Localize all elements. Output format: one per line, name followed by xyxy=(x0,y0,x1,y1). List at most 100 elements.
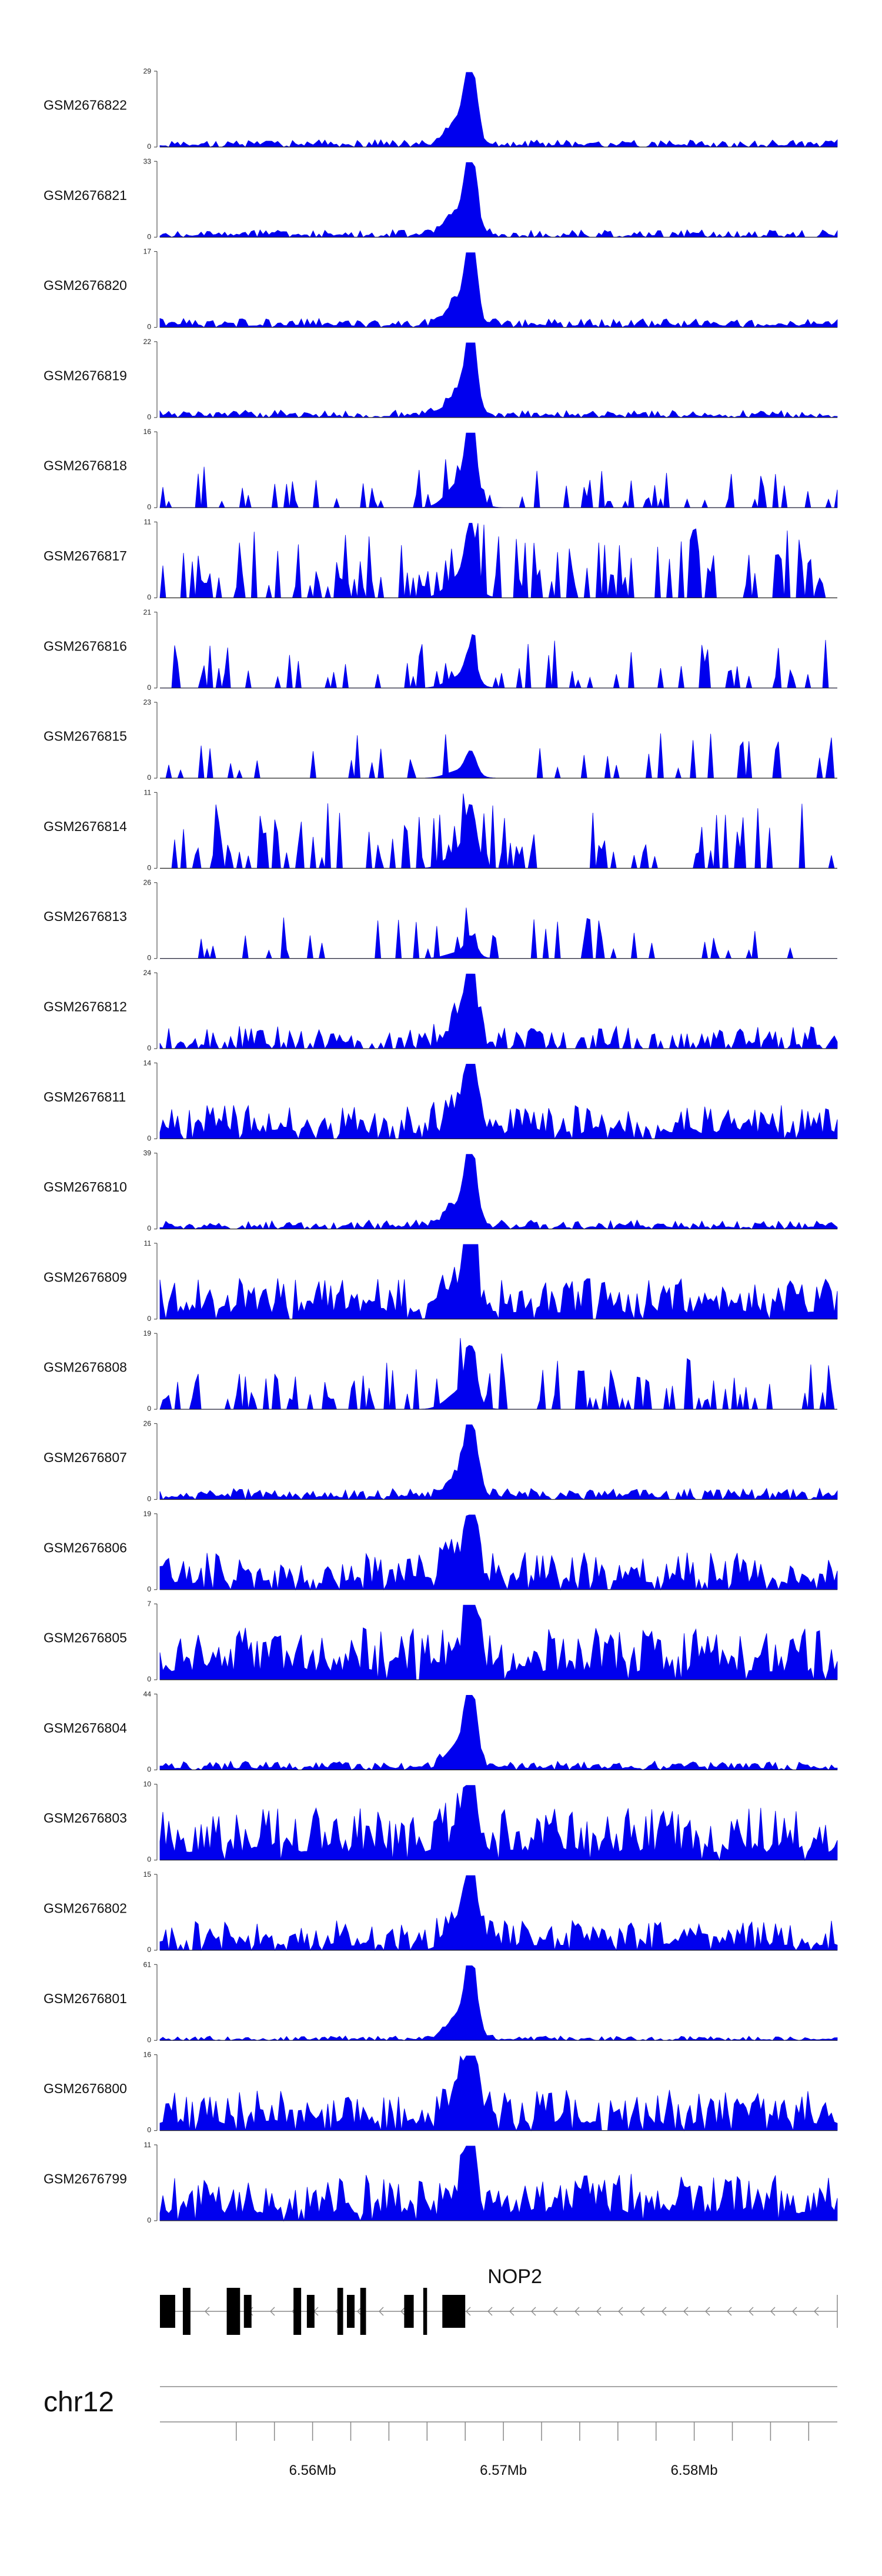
gene-exon xyxy=(226,2288,240,2335)
coverage-area xyxy=(159,1604,838,1681)
y-min-label: 0 xyxy=(147,954,151,962)
track-label: GSM2676821 xyxy=(44,188,127,203)
strand-arrow xyxy=(705,2307,710,2316)
coverage-track: GSM2676821 33 0 xyxy=(44,157,838,241)
coverage-track: GSM2676817 11 0 xyxy=(44,518,837,602)
y-min-label: 0 xyxy=(147,683,151,692)
y-max-label: 11 xyxy=(144,1239,152,1247)
coverage-track: GSM2676815 23 0 xyxy=(44,698,837,782)
track-label: GSM2676799 xyxy=(44,2171,127,2186)
y-min-label: 0 xyxy=(147,503,151,511)
genome-axis-tick-label: 6.57Mb xyxy=(480,2462,527,2478)
y-min-label: 0 xyxy=(147,323,151,331)
strand-arrow xyxy=(792,2307,797,2316)
y-max-label: 16 xyxy=(143,428,152,436)
strand-arrow xyxy=(509,2307,514,2316)
coverage-track: GSM2676822 29 0 xyxy=(44,67,838,151)
strand-arrow xyxy=(270,2307,275,2316)
coverage-area xyxy=(159,1338,837,1410)
y-min-label: 0 xyxy=(147,593,151,602)
y-max-label: 16 xyxy=(143,2051,152,2059)
strand-arrow xyxy=(400,2307,406,2316)
y-max-label: 14 xyxy=(143,1059,152,1067)
y-min-label: 0 xyxy=(147,232,151,241)
track-label: GSM2676805 xyxy=(44,1630,127,1646)
y-min-label: 0 xyxy=(147,1495,151,1503)
y-min-label: 0 xyxy=(147,1856,151,1864)
y-min-label: 0 xyxy=(147,1314,151,1323)
gene-exon xyxy=(293,2288,302,2335)
track-label: GSM2676813 xyxy=(44,909,127,924)
y-min-label: 0 xyxy=(147,2126,151,2134)
y-max-label: 11 xyxy=(144,788,152,796)
coverage-track: GSM2676820 17 0 xyxy=(44,248,838,331)
track-label: GSM2676806 xyxy=(44,1540,127,1555)
gene-exon xyxy=(360,2288,366,2335)
strand-arrow xyxy=(357,2307,362,2316)
track-label: GSM2676819 xyxy=(44,368,127,383)
y-max-label: 24 xyxy=(143,969,152,977)
gene-annotation-track: NOP2 xyxy=(160,2265,838,2335)
y-min-label: 0 xyxy=(147,1675,151,1683)
track-label: GSM2676801 xyxy=(44,1991,127,2006)
coverage-area xyxy=(159,2145,838,2222)
y-min-label: 0 xyxy=(147,1585,151,1593)
y-max-label: 26 xyxy=(143,1420,152,1428)
coverage-track: GSM2676804 44 0 xyxy=(44,1690,838,1773)
strand-arrow xyxy=(553,2307,558,2316)
strand-arrow xyxy=(640,2307,645,2316)
coverage-area xyxy=(159,1695,838,1771)
track-label: GSM2676802 xyxy=(44,1900,127,1916)
y-min-label: 0 xyxy=(147,1765,151,1773)
gene-exon xyxy=(243,2295,252,2328)
coverage-track: GSM2676810 39 0 xyxy=(44,1149,838,1233)
y-max-label: 15 xyxy=(143,1870,152,1878)
coverage-area xyxy=(159,973,838,1050)
coverage-track: GSM2676803 10 0 xyxy=(44,1780,838,1864)
genome-axis-tick-label: 6.58Mb xyxy=(671,2462,718,2478)
y-max-label: 19 xyxy=(143,1510,152,1518)
coverage-track: GSM2676800 16 0 xyxy=(44,2051,838,2134)
coverage-track: GSM2676818 16 0 xyxy=(44,428,838,511)
y-min-label: 0 xyxy=(147,1044,151,1052)
gene-name-label: NOP2 xyxy=(487,2265,542,2288)
coverage-area xyxy=(160,907,837,960)
strand-arrow xyxy=(466,2307,471,2316)
y-max-label: 33 xyxy=(143,157,152,165)
strand-arrow xyxy=(205,2307,210,2316)
strand-arrow xyxy=(379,2307,384,2316)
y-max-label: 44 xyxy=(143,1690,152,1698)
strand-arrow xyxy=(618,2307,623,2316)
gene-exon xyxy=(182,2288,191,2335)
coverage-area xyxy=(159,1965,838,2041)
track-label: GSM2676809 xyxy=(44,1269,127,1284)
gene-exon xyxy=(442,2295,466,2328)
gene-exon xyxy=(423,2288,427,2335)
gene-exon xyxy=(404,2295,414,2328)
y-max-label: 26 xyxy=(143,879,152,887)
gene-exon xyxy=(347,2295,355,2328)
strand-arrow xyxy=(574,2307,580,2316)
gene-exon xyxy=(337,2288,343,2335)
y-min-label: 0 xyxy=(147,1404,151,1413)
strand-arrow xyxy=(814,2307,819,2316)
gene-exon xyxy=(160,2295,175,2328)
coverage-area xyxy=(159,432,838,509)
coverage-area xyxy=(160,793,837,869)
coverage-area xyxy=(159,162,838,238)
coverage-track: GSM2676814 11 0 xyxy=(44,788,837,872)
coverage-area xyxy=(160,634,837,689)
y-max-label: 19 xyxy=(143,1329,152,1337)
coverage-area xyxy=(159,1875,838,1951)
coverage-track: GSM2676799 11 0 xyxy=(44,2141,838,2224)
track-label: GSM2676800 xyxy=(44,2081,127,2096)
y-max-label: 7 xyxy=(147,1600,151,1608)
y-max-label: 10 xyxy=(143,1780,152,1788)
strand-arrow xyxy=(596,2307,602,2316)
y-max-label: 61 xyxy=(143,1960,152,1968)
y-max-label: 22 xyxy=(143,338,152,346)
y-max-label: 11 xyxy=(144,518,152,526)
genome-axis-track: chr12 6.56Mb 6.57Mb 6.58Mb xyxy=(44,2386,837,2478)
coverage-area xyxy=(159,523,837,598)
